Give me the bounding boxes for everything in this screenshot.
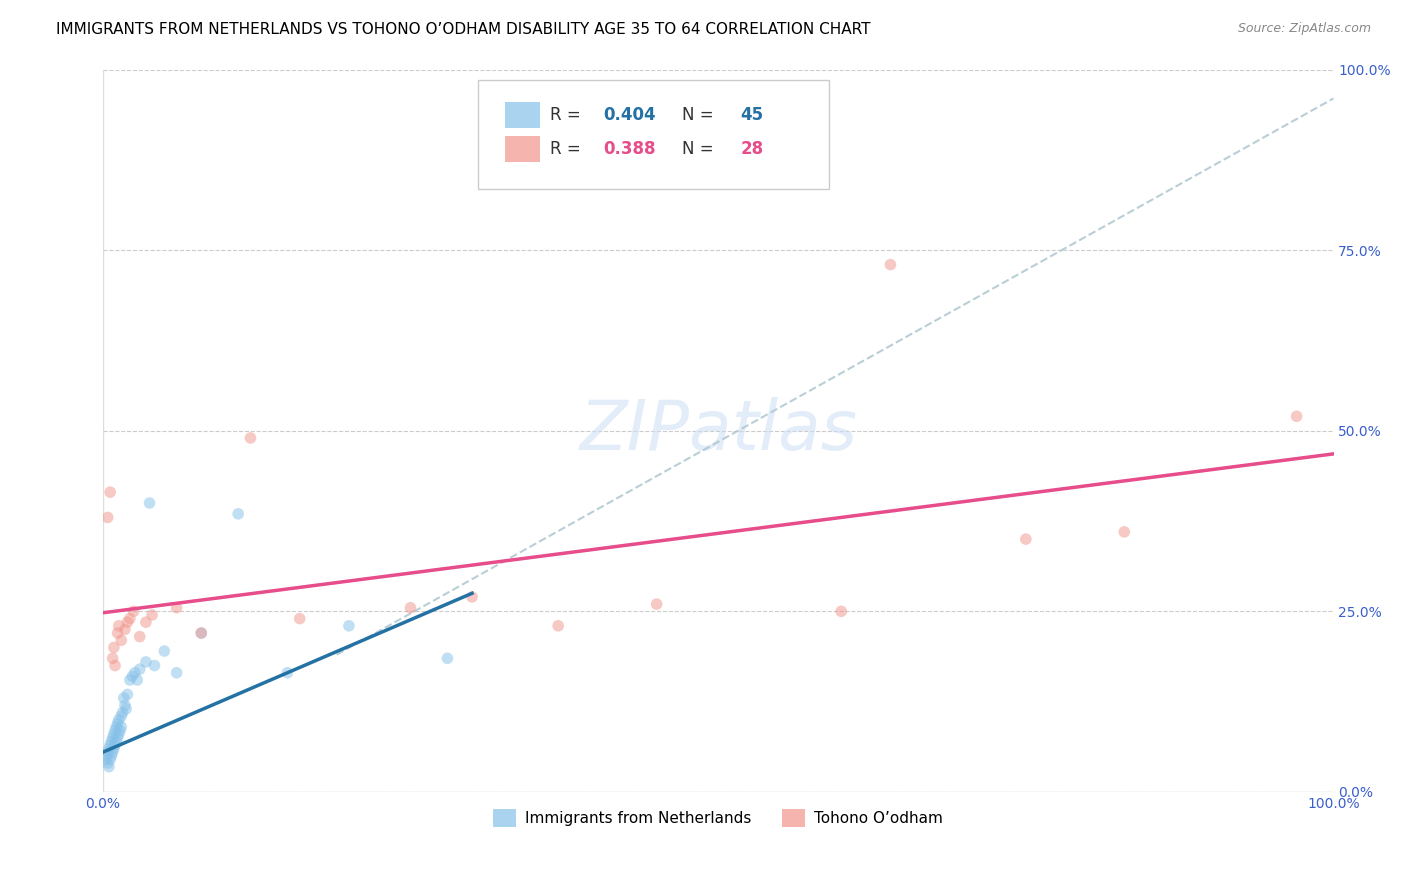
Point [239,431,262,445]
Point [337,619,360,633]
Point [121,669,143,683]
Point [114,623,136,637]
Point [128,662,150,676]
Text: ZIPatlas: ZIPatlas [579,397,858,464]
Point [117,615,139,630]
Point [115,702,138,716]
Point [288,611,311,625]
Point [122,604,145,618]
Point [97,756,120,770]
FancyBboxPatch shape [505,136,540,162]
Point [101,651,124,665]
Point [547,619,569,633]
Point [101,745,124,759]
Point [118,611,141,625]
Point [135,655,157,669]
Point [94,752,117,766]
Legend: Immigrants from Netherlands, Tohono O’odham: Immigrants from Netherlands, Tohono O’od… [485,801,950,835]
Point [111,706,134,720]
Point [107,713,129,727]
Point [138,496,160,510]
Point [166,665,188,680]
FancyBboxPatch shape [478,80,830,189]
Point [276,665,298,680]
Point [110,720,132,734]
Point [190,626,212,640]
Point [1114,524,1136,539]
Text: N =: N = [682,140,714,158]
Point [104,738,127,752]
Text: R =: R = [550,106,581,124]
Point [114,698,136,713]
Text: 0.388: 0.388 [603,140,657,158]
Point [98,738,121,752]
Point [128,630,150,644]
Point [117,688,139,702]
Point [104,658,127,673]
Point [107,716,129,731]
Point [143,658,166,673]
Point [127,673,149,687]
Point [124,665,146,680]
Point [100,734,122,748]
Point [1285,409,1308,424]
Point [107,731,129,745]
Point [98,485,121,500]
Point [107,619,129,633]
Point [105,734,128,748]
Point [103,741,125,756]
Point [100,748,122,763]
Point [461,590,484,604]
Point [190,626,212,640]
Text: 28: 28 [741,140,763,158]
Text: 0.404: 0.404 [603,106,657,124]
Point [103,640,125,655]
Text: N =: N = [682,106,714,124]
Point [97,760,120,774]
Point [97,741,120,756]
Point [103,727,125,741]
Point [98,752,121,766]
Point [879,258,901,272]
Text: Source: ZipAtlas.com: Source: ZipAtlas.com [1237,22,1371,36]
Text: IMMIGRANTS FROM NETHERLANDS VS TOHONO O’ODHAM DISABILITY AGE 35 TO 64 CORRELATIO: IMMIGRANTS FROM NETHERLANDS VS TOHONO O’… [56,22,870,37]
Point [226,507,249,521]
Point [97,510,120,524]
Point [118,673,141,687]
Text: R =: R = [550,140,581,158]
Point [96,748,118,763]
Point [101,731,124,745]
Point [97,745,120,759]
Point [141,607,163,622]
FancyBboxPatch shape [505,102,540,128]
Point [645,597,668,611]
Point [107,626,129,640]
Point [1015,532,1038,546]
Point [166,600,188,615]
Point [104,723,127,738]
Point [110,633,132,648]
Point [108,723,131,738]
Point [399,600,422,615]
Point [112,691,135,706]
Point [153,644,176,658]
Point [105,720,128,734]
Point [436,651,458,665]
Text: 45: 45 [741,106,763,124]
Point [830,604,852,618]
Point [107,727,129,741]
Point [110,709,132,723]
Point [135,615,157,630]
